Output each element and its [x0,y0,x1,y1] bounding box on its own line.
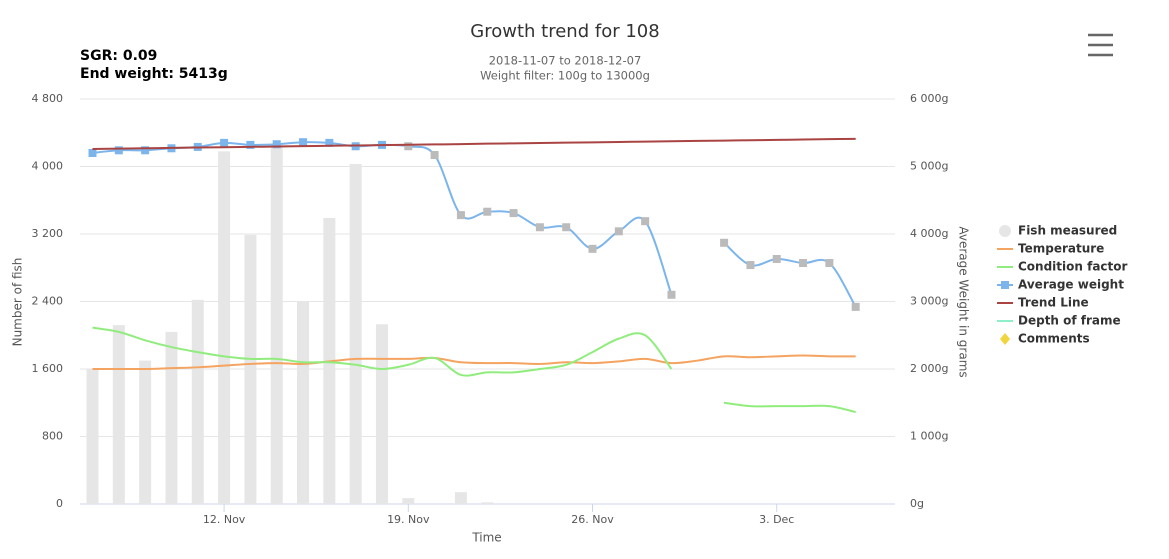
legend-label: Depth of frame [1018,314,1121,328]
bar [454,492,467,504]
bar [402,498,415,504]
marker [404,142,413,151]
marker [667,290,676,299]
marker [851,302,860,311]
marker [456,211,465,220]
marker [272,140,281,149]
legend-symbol [1000,333,1010,345]
marker [825,259,834,268]
line [92,354,856,371]
line [723,401,856,414]
y-tick-label: 0 [56,497,63,510]
y-axis-title: Number of fish [11,258,25,347]
bar [375,324,388,504]
y-tick-label: 4 000 [32,160,64,173]
marker [799,259,808,268]
y2-tick-label: 3 000g [910,295,948,308]
marker [299,138,308,147]
bar [244,234,257,504]
marker [483,207,492,216]
bar [481,502,494,504]
x-tick-label: 26. Nov [571,513,614,526]
y-tick-label: 2 400 [32,295,64,308]
bar [86,369,99,504]
x-tick-label: 3. Dec [759,513,794,526]
marker [141,146,150,155]
bar [218,151,231,504]
bar [139,360,152,504]
legend-label: Fish measured [1018,224,1117,238]
x-tick-label: 12. Nov [203,513,246,526]
marker [114,146,123,155]
y2-tick-label: 0g [910,497,924,510]
line [92,326,673,377]
legend-label: Average weight [1018,278,1124,292]
legend-label: Condition factor [1018,260,1128,274]
legend-label: Temperature [1018,242,1104,256]
marker [746,261,755,270]
chart-subtitle: Weight filter: 100g to 13000g [480,69,650,83]
y2-axis-title: Average Weight in grams [957,226,971,377]
y2-tick-label: 4 000g [910,227,948,240]
y-tick-label: 800 [42,430,63,443]
bar [165,331,178,504]
line [92,141,673,296]
marker [325,138,334,147]
marker [772,254,781,263]
marker [430,151,439,160]
marker [562,223,571,232]
marker [720,238,729,247]
marker [246,140,255,149]
x-tick-label: 19. Nov [387,513,430,526]
legend-symbol [1001,281,1009,289]
bar [112,325,125,504]
chart-subtitle: 2018-11-07 to 2018-12-07 [489,54,642,68]
y2-tick-label: 6 000g [910,92,948,105]
line [92,137,856,150]
x-axis-title: Time [471,531,501,545]
stat: End weight: 5413g [80,66,228,82]
legend-label: Trend Line [1018,296,1089,310]
bar [349,163,362,504]
marker [220,138,229,147]
menu-icon[interactable] [1088,33,1113,57]
menu-button[interactable] [1085,30,1115,60]
marker [588,244,597,253]
y2-tick-label: 5 000g [910,160,948,173]
legend-symbol [999,225,1011,237]
marker [641,217,650,226]
y-tick-label: 4 800 [32,92,64,105]
legend-label: Comments [1018,332,1090,346]
bar [191,299,204,504]
y2-tick-label: 2 000g [910,362,948,375]
y2-tick-label: 1 000g [910,430,948,443]
bar [297,301,310,504]
chart-title: Growth trend for 108 [470,21,659,42]
bar [270,144,283,504]
line [723,242,857,308]
marker [509,209,518,218]
stat: SGR: 0.09 [80,48,157,64]
marker [614,227,623,236]
marker [88,149,97,157]
marker [535,223,544,232]
y-tick-label: 3 200 [32,227,64,240]
y-tick-label: 1 600 [32,362,64,375]
